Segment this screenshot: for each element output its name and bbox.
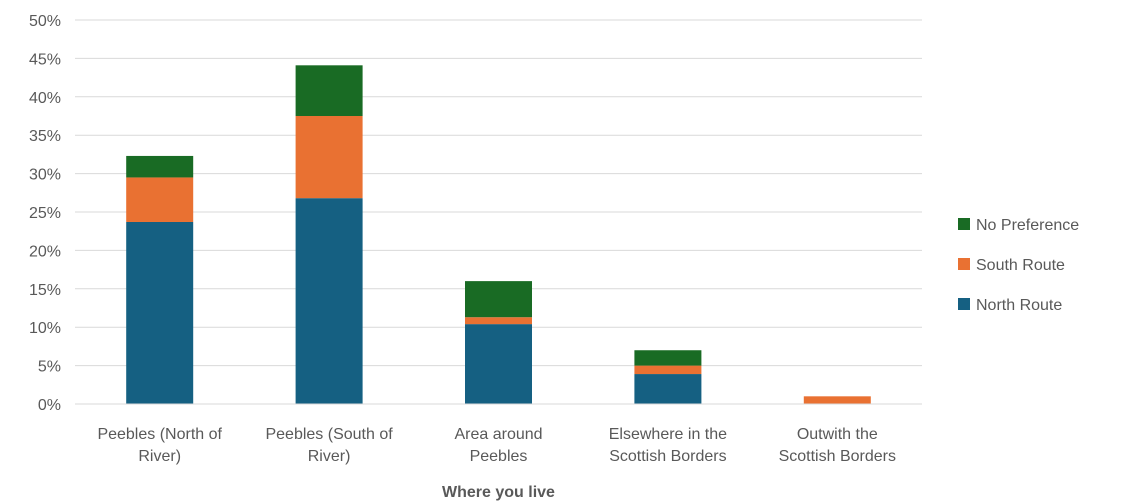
bar-segment [126,155,194,178]
x-category-label-line: River) [308,448,351,465]
y-tick-label: 20% [29,243,61,260]
x-category-label-line: Scottish Borders [609,448,726,465]
y-tick-label: 30% [29,167,61,184]
x-category-label: Elsewhere in the Scottish Borders [609,426,727,465]
legend-label: South Route [976,257,1065,274]
bar-segment [295,198,363,404]
legend-label: North Route [976,297,1062,314]
x-category-label-line: Peebles (North of [97,426,222,443]
bar-segment [465,317,532,325]
bar-segment [465,281,532,318]
bar-segment [295,116,363,199]
legend-label: No Preference [976,217,1079,234]
y-tick-label: 15% [29,282,61,299]
legend-swatch [958,218,970,230]
x-axis-title: Where you live [442,484,555,501]
y-tick-label: 10% [29,320,61,337]
bar-segment [634,350,702,366]
y-tick-label: 35% [29,128,61,145]
bar-segment [126,221,194,404]
x-category-label: Outwith the Scottish Borders [779,426,896,465]
x-category-label-line: Scottish Borders [779,448,896,465]
bar-segment [634,374,702,404]
x-category-label-line: River) [138,448,181,465]
y-tick-label: 5% [38,359,61,376]
x-category-label-line: Area around [454,426,542,443]
y-tick-label: 0% [38,397,61,414]
x-category-label-line: Elsewhere in the [609,426,727,443]
x-category-label: Peebles (South of River) [265,426,393,465]
legend-swatch [958,298,970,310]
bar-segment [295,65,363,116]
y-tick-label: 40% [29,90,61,107]
y-tick-label: 50% [29,13,61,30]
x-category-label-line: Peebles (South of [265,426,393,443]
bar-segment [803,396,871,404]
x-category-label-line: Outwith the [797,426,878,443]
x-category-label: Area around Peebles [454,426,542,465]
x-category-label: Peebles (North of River) [97,426,222,465]
bar-segment [634,365,702,375]
y-tick-label: 45% [29,51,61,68]
y-tick-label: 25% [29,205,61,222]
bar-segment [126,177,194,222]
x-category-label-line: Peebles [470,448,528,465]
bar-segment [465,324,532,404]
legend-swatch [958,258,970,270]
